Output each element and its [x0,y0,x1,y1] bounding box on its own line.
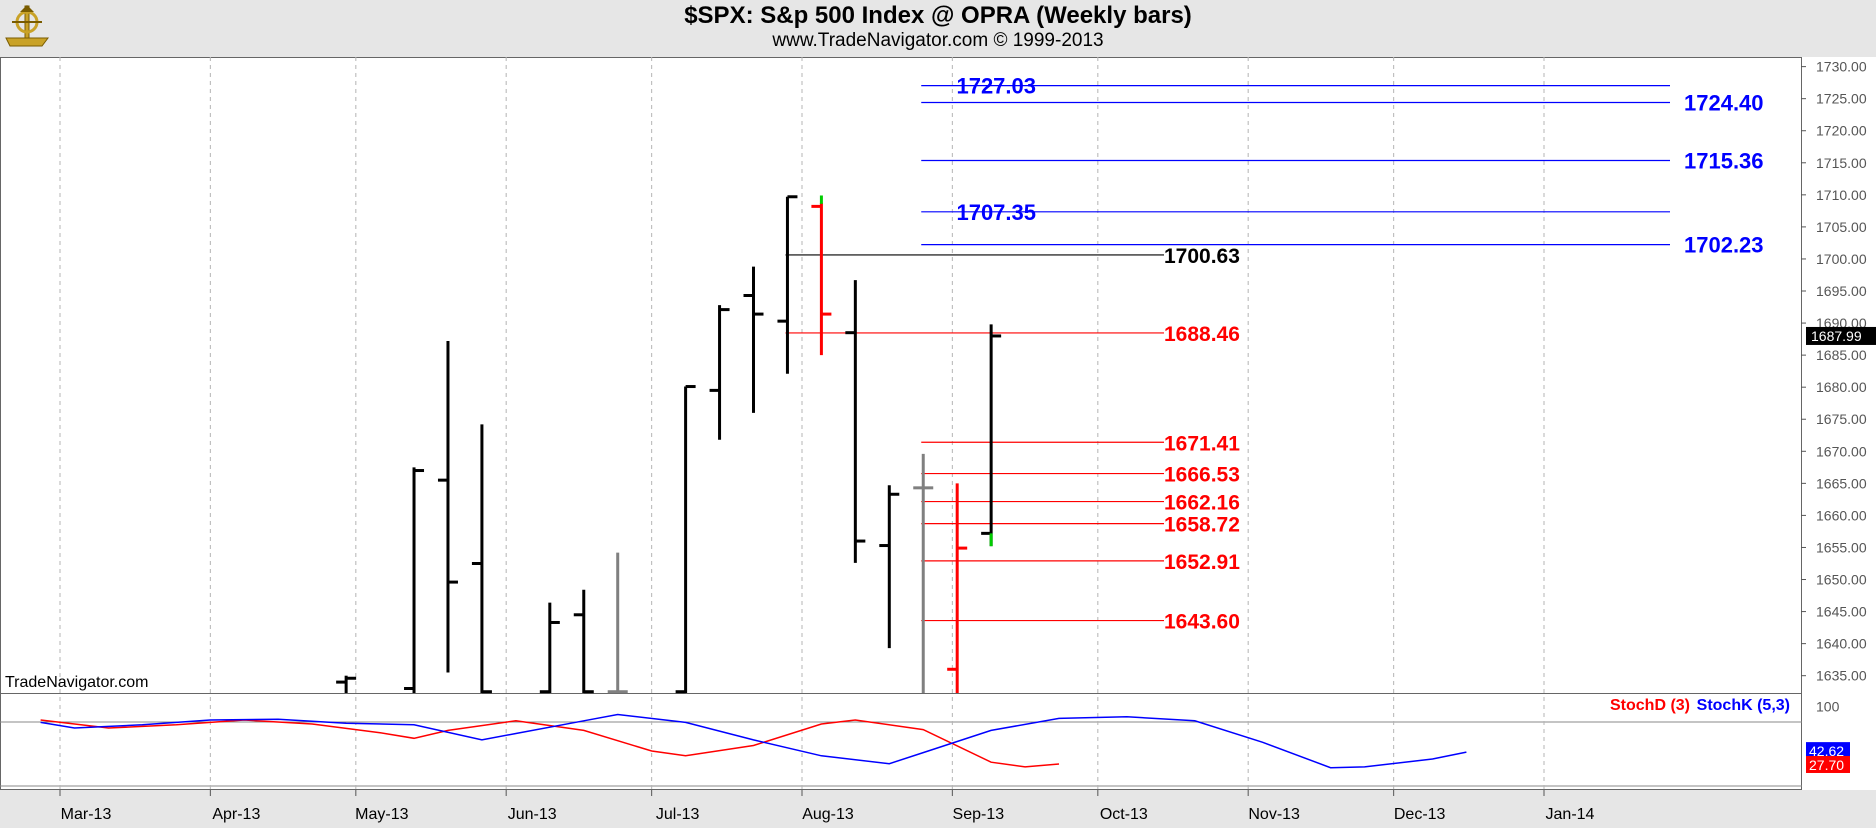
y-tick-label: 1645.00 [1816,604,1867,620]
x-tick-label: Sep-13 [953,806,1005,823]
y-tick-label: 1730.00 [1816,59,1867,75]
y-tick-label: 1635.00 [1816,668,1867,684]
level-label: 1724.40 [1684,91,1764,116]
x-axis-band [0,790,1876,828]
grid-layer [59,57,1545,789]
level-label: 1700.63 [1164,245,1240,268]
last-price-badge [1806,326,1876,345]
level-label: 1727.03 [956,74,1036,99]
level-label: 1715.36 [1684,148,1764,173]
indicator-panel-frame [0,693,1802,790]
x-tick-label: Dec-13 [1394,806,1446,823]
y-tick-label: 1680.00 [1816,379,1867,395]
level-label: 1643.60 [1164,611,1240,634]
y-tick-label: 1720.00 [1816,123,1867,139]
y-tick-label: 1665.00 [1816,475,1867,491]
price-bars [336,195,1002,694]
x-tick-label: Aug-13 [802,806,854,823]
level-label: 1671.41 [1164,432,1240,455]
level-label: 1702.23 [1684,233,1764,258]
legend-stochk: StochK (5,3) [1697,697,1790,714]
x-tick-label: Jun-13 [508,806,557,823]
y-tick-label: 1640.00 [1816,636,1867,652]
legend-stochd: StochD (3) [1610,697,1690,714]
level-label: 1662.16 [1164,492,1240,515]
level-label: 1707.35 [956,200,1036,225]
y-tick-label: 1710.00 [1816,187,1867,203]
indicator-y-tick-label: 100 [1816,699,1840,715]
x-tick-label: Jan-14 [1546,806,1595,823]
stochd-last-badge [1806,755,1850,773]
y-tick-label: 1650.00 [1816,572,1867,588]
x-tick-label: Oct-13 [1100,806,1148,823]
level-label: 1652.91 [1164,551,1240,574]
level-label: 1666.53 [1164,464,1240,487]
stochk-last-label: 42.62 [1809,743,1844,759]
y-tick-label: 1685.00 [1816,347,1867,363]
chart-title: $SPX: S&p 500 Index @ OPRA (Weekly bars) [684,2,1192,29]
chart-subtitle: www.TradeNavigator.com © 1999-2013 [772,30,1104,51]
y-tick-label: 1700.00 [1816,251,1867,267]
y-tick-label: 1660.00 [1816,507,1867,523]
x-tick-label: Nov-13 [1248,806,1300,823]
y-tick-label: 1725.00 [1816,91,1867,107]
x-tick-label: May-13 [355,806,408,823]
level-label: 1688.46 [1164,323,1240,346]
axis-labels: Mar-13 Apr-13 May-13 Jun-13 Jul-13 Aug-13 Sep-… [59,59,1876,823]
y-tick-label: 1675.00 [1816,411,1867,427]
header-band [0,0,1876,57]
y-tick-label: 1695.00 [1816,283,1867,299]
y-tick-label: 1655.00 [1816,539,1867,555]
y-tick-label: 1715.00 [1816,155,1867,171]
price-panel-frame [0,57,1802,694]
x-tick-label: Jul-13 [656,806,700,823]
trade-navigator-logo-icon [5,5,49,47]
stoch-line [40,713,1467,769]
stochastic-lines [40,713,1467,769]
stochd-last-label: 27.70 [1809,757,1844,773]
level-label: 1658.72 [1164,514,1240,537]
watermark-text: TradeNavigator.com [5,674,149,691]
stochk-last-badge [1806,742,1850,760]
x-tick-label: Apr-13 [212,806,260,823]
x-tick-label: Mar-13 [61,806,112,823]
last-price-label: 1687.99 [1811,328,1862,344]
y-tick-label: 1705.00 [1816,219,1867,235]
y-tick-label: 1670.00 [1816,443,1867,459]
level-layer: 1727.03 1724.40 1715.36 1707.35 1702.23 1700.… [785,74,1764,634]
